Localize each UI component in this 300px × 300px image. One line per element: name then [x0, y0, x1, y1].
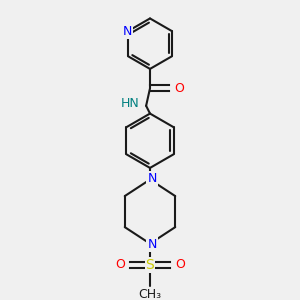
Text: CH₃: CH₃ — [138, 288, 162, 300]
Text: N: N — [147, 172, 157, 185]
Text: HN: HN — [121, 98, 140, 110]
Text: N: N — [147, 238, 157, 251]
Text: S: S — [146, 258, 154, 272]
Text: N: N — [122, 25, 132, 38]
Text: O: O — [174, 82, 184, 95]
Text: O: O — [175, 259, 185, 272]
Text: O: O — [115, 259, 125, 272]
